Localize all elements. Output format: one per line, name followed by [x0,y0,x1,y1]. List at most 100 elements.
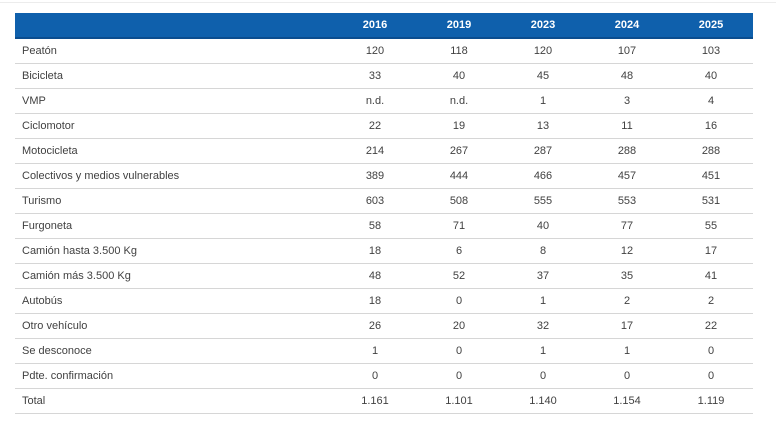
cell-value: 1 [501,288,585,314]
cell-value: 26 [333,313,417,339]
cell-value: n.d. [417,88,501,114]
row-label: Colectivos y medios vulnerables [15,163,333,189]
cell-value: 0 [417,363,501,389]
cell-value: 17 [585,313,669,339]
cell-value: 20 [417,313,501,339]
cell-value: 33 [333,63,417,89]
cell-value: 17 [669,238,753,264]
row-label: Camión hasta 3.500 Kg [15,238,333,264]
row-label: Furgoneta [15,213,333,239]
table-row-pdte-confirmacion: Pdte. confirmación 0 0 0 0 0 [15,363,753,389]
cell-value: 214 [333,138,417,164]
cell-value: 118 [417,38,501,64]
cell-value: 287 [501,138,585,164]
cell-value: 48 [585,63,669,89]
cell-value: 32 [501,313,585,339]
cell-value: 267 [417,138,501,164]
cell-value: 16 [669,113,753,139]
page-top-divider [0,2,776,3]
cell-value: 13 [501,113,585,139]
cell-value: 103 [669,38,753,64]
table-row-camion-hasta-3500: Camión hasta 3.500 Kg 18 6 8 12 17 [15,238,753,264]
cell-value: 22 [333,113,417,139]
cell-value: 3 [585,88,669,114]
cell-value: n.d. [333,88,417,114]
cell-value: 288 [669,138,753,164]
table-row-vmp: VMP n.d. n.d. 1 3 4 [15,88,753,114]
header-year-2023: 2023 [501,13,585,39]
row-label: Motocicleta [15,138,333,164]
cell-value: 1 [333,338,417,364]
cell-value: 40 [669,63,753,89]
cell-value: 41 [669,263,753,289]
table-row-peaton: Peatón 120 118 120 107 103 [15,38,753,64]
table-header-row: 2016 2019 2023 2024 2025 [15,13,753,39]
cell-value: 12 [585,238,669,264]
row-label: Autobús [15,288,333,314]
cell-value: 40 [417,63,501,89]
cell-value: 531 [669,188,753,214]
cell-value: 6 [417,238,501,264]
cell-value: 71 [417,213,501,239]
row-label: Turismo [15,188,333,214]
header-year-2016: 2016 [333,13,417,39]
cell-value: 8 [501,238,585,264]
table-row-autobus: Autobús 18 0 1 2 2 [15,288,753,314]
cell-value: 22 [669,313,753,339]
cell-value: 1 [501,88,585,114]
table-row-colectivos: Colectivos y medios vulnerables 389 444 … [15,163,753,189]
cell-value: 52 [417,263,501,289]
cell-value: 555 [501,188,585,214]
cell-value: 120 [501,38,585,64]
row-label: Camión más 3.500 Kg [15,263,333,289]
header-year-2019: 2019 [417,13,501,39]
cell-value: 18 [333,238,417,264]
cell-value: 0 [669,363,753,389]
cell-value: 48 [333,263,417,289]
table-row-camion-mas-3500: Camión más 3.500 Kg 48 52 37 35 41 [15,263,753,289]
table-row-bicicleta: Bicicleta 33 40 45 48 40 [15,63,753,89]
cell-value: 35 [585,263,669,289]
header-year-2025: 2025 [669,13,753,39]
cell-value: 45 [501,63,585,89]
table-row-furgoneta: Furgoneta 58 71 40 77 55 [15,213,753,239]
cell-value: 4 [669,88,753,114]
cell-value: 40 [501,213,585,239]
cell-value: 55 [669,213,753,239]
casualties-by-vehicle-table: 2016 2019 2023 2024 2025 Peatón 120 118 … [15,13,753,414]
cell-value: 0 [417,338,501,364]
cell-value: 120 [333,38,417,64]
cell-value: 37 [501,263,585,289]
cell-value: 457 [585,163,669,189]
cell-value: 1.119 [669,388,753,414]
cell-value: 58 [333,213,417,239]
row-label: Se desconoce [15,338,333,364]
cell-value: 1.154 [585,388,669,414]
row-label: Total [15,388,333,414]
row-label: VMP [15,88,333,114]
header-empty-cell [15,13,333,39]
row-label: Bicicleta [15,63,333,89]
cell-value: 107 [585,38,669,64]
table-row-motocicleta: Motocicleta 214 267 287 288 288 [15,138,753,164]
table-row-se-desconoce: Se desconoce 1 0 1 1 0 [15,338,753,364]
cell-value: 451 [669,163,753,189]
cell-value: 389 [333,163,417,189]
cell-value: 19 [417,113,501,139]
cell-value: 444 [417,163,501,189]
cell-value: 1.140 [501,388,585,414]
cell-value: 2 [585,288,669,314]
row-label: Ciclomotor [15,113,333,139]
cell-value: 508 [417,188,501,214]
cell-value: 0 [669,338,753,364]
row-label: Pdte. confirmación [15,363,333,389]
table-row-turismo: Turismo 603 508 555 553 531 [15,188,753,214]
cell-value: 0 [333,363,417,389]
cell-value: 288 [585,138,669,164]
cell-value: 0 [501,363,585,389]
cell-value: 1.101 [417,388,501,414]
cell-value: 1 [585,338,669,364]
cell-value: 2 [669,288,753,314]
header-year-2024: 2024 [585,13,669,39]
table-row-otro-vehiculo: Otro vehículo 26 20 32 17 22 [15,313,753,339]
